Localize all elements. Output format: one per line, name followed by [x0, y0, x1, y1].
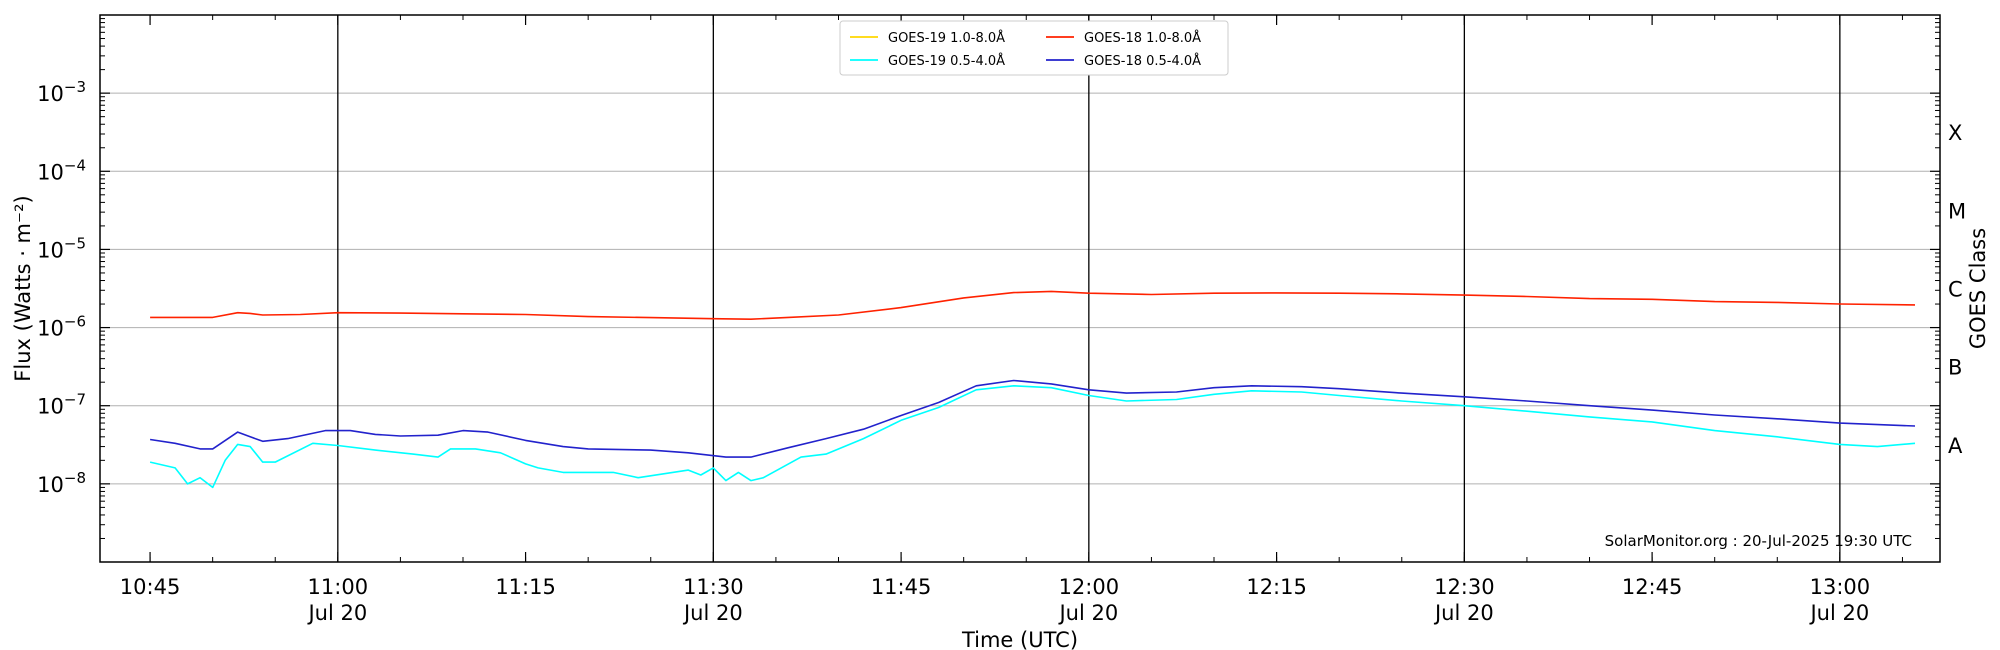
series-line-goes-18-0-5-4-0 — [149, 379, 1916, 458]
series-line-goes-19-0-5-4-0 — [149, 385, 1916, 489]
x-tick-label: 11:15 — [495, 575, 556, 599]
x-tick-label: 12:45 — [1622, 575, 1683, 599]
series-layer — [149, 290, 1916, 489]
legend-label: GOES-19 0.5-4.0Å — [888, 53, 1005, 69]
day-marker-lines — [337, 15, 1841, 562]
legend-label: GOES-19 1.0-8.0Å — [888, 30, 1005, 46]
y-tick-label: 10−6 — [37, 313, 86, 341]
y-tick-labels: 10−8 10−7 10−6 10−5 10−4 10−3 — [37, 78, 86, 497]
y-tick-label: 10−4 — [37, 156, 86, 184]
goes-class-a: A — [1948, 434, 1963, 458]
goes-class-x: X — [1948, 121, 1962, 145]
x-tick-sublabel: Jul 20 — [1057, 601, 1118, 625]
x-tick-label: 12:15 — [1246, 575, 1307, 599]
legend-label: GOES-18 1.0-8.0Å — [1084, 30, 1201, 46]
grid-layer — [100, 92, 1940, 485]
legend: GOES-19 1.0-8.0Å GOES-19 0.5-4.0Å GOES-18 … — [839, 20, 1229, 76]
x-tick-label: 12:30 — [1434, 575, 1495, 599]
legend-label: GOES-18 0.5-4.0Å — [1084, 53, 1201, 69]
y-tick-label: 10−7 — [37, 391, 86, 419]
x-tick-label: 11:45 — [871, 575, 932, 599]
legend-box — [839, 20, 1229, 76]
x-tick-label: 10:45 — [120, 575, 181, 599]
credit-text: SolarMonitor.org : 20-Jul-2025 19:30 UTC — [1605, 532, 1912, 550]
y-tick-label: 10−3 — [37, 78, 86, 106]
x-axis-title: Time (UTC) — [961, 628, 1078, 650]
x-tick-sublabel: Jul 20 — [306, 601, 367, 625]
tick-layer — [100, 15, 1940, 562]
x-tick-label: 11:00 — [308, 575, 369, 599]
x-tick-sublabel: Jul 20 — [1808, 601, 1869, 625]
goes-class-labels: A B C M X — [1948, 121, 1966, 458]
goes-class-c: C — [1948, 278, 1963, 302]
goes-class-b: B — [1948, 356, 1962, 380]
y-axis-right-title: GOES Class — [1966, 228, 1990, 349]
series-line-goes-18-1-0-8-0 — [150, 290, 1916, 320]
x-tick-label: 13:00 — [1810, 575, 1871, 599]
y-tick-label: 10−8 — [37, 469, 86, 497]
x-tick-label: 11:30 — [683, 575, 744, 599]
x-tick-sublabel: Jul 20 — [682, 601, 743, 625]
plot-frame — [99, 14, 1941, 563]
x-tick-sublabel: Jul 20 — [1433, 601, 1494, 625]
y-axis-title: Flux (Watts · m⁻²) — [11, 195, 35, 381]
goes-class-m: M — [1948, 199, 1966, 223]
x-tick-label: 12:00 — [1059, 575, 1120, 599]
y-tick-label: 10−5 — [37, 234, 86, 262]
